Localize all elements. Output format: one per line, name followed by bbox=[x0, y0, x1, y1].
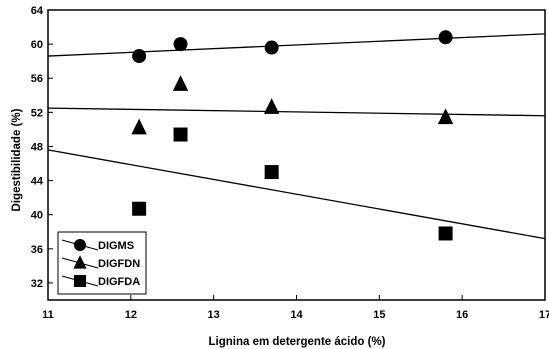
point-digfda-0 bbox=[132, 201, 147, 216]
legend: DIGMS DIGFDN DIGFDA bbox=[57, 231, 147, 295]
trend-line-digfda bbox=[47, 149, 546, 240]
point-digms-3 bbox=[438, 30, 453, 45]
legend-marker-digfdn bbox=[73, 255, 87, 269]
legend-label-digfdn: DIGFDN bbox=[98, 258, 140, 270]
legend-marker-digfda bbox=[74, 275, 86, 287]
point-digms-2 bbox=[264, 40, 279, 55]
data-markers bbox=[131, 30, 454, 241]
y-tick-label-2: 40 bbox=[31, 210, 43, 222]
legend-entries: DIGMS DIGFDN DIGFDA bbox=[61, 239, 140, 288]
point-digfda-1 bbox=[173, 127, 188, 142]
x-tick-label-1: 12 bbox=[125, 309, 137, 321]
legend-label-digms: DIGMS bbox=[98, 240, 134, 252]
x-tick-label-6: 17 bbox=[539, 309, 549, 321]
y-axis-label: Digestibilidade (%) bbox=[11, 108, 23, 211]
point-digfdn-1 bbox=[172, 75, 189, 91]
axis-ticks: 11 12 13 14 15 16 17 32 36 40 44 48 52 56 60 64 bbox=[31, 5, 549, 321]
trend-line-digfdn bbox=[47, 107, 546, 117]
y-tick-label-7: 60 bbox=[31, 39, 43, 51]
y-tick-label-5: 52 bbox=[31, 107, 43, 119]
point-digfda-3 bbox=[438, 226, 453, 241]
x-tick-label-0: 11 bbox=[42, 309, 54, 321]
y-tick-label-1: 36 bbox=[31, 244, 43, 256]
point-digfdn-0 bbox=[131, 118, 147, 135]
legend-marker-digms bbox=[74, 239, 86, 251]
point-digfdn-3 bbox=[437, 108, 454, 125]
legend-label-digfda: DIGFDA bbox=[98, 276, 140, 288]
x-axis-label: Lignina em detergente ácido (%) bbox=[209, 336, 386, 348]
x-tick-label-4: 15 bbox=[373, 309, 385, 321]
x-tick-label-3: 14 bbox=[290, 309, 303, 321]
point-digms-1 bbox=[173, 37, 188, 52]
point-digfdn-2 bbox=[263, 98, 280, 114]
trend-lines bbox=[47, 33, 546, 240]
x-tick-label-2: 13 bbox=[208, 309, 220, 321]
y-tick-label-3: 44 bbox=[31, 176, 44, 188]
y-tick-label-4: 48 bbox=[31, 141, 43, 153]
point-digms-0 bbox=[132, 49, 147, 64]
y-tick-label-6: 56 bbox=[31, 73, 43, 85]
y-tick-label-0: 32 bbox=[31, 278, 43, 290]
legend-box bbox=[57, 231, 147, 295]
trend-line-digms bbox=[47, 33, 546, 57]
x-tick-label-5: 16 bbox=[456, 309, 468, 321]
point-digfda-2 bbox=[264, 165, 279, 180]
y-tick-label-8: 64 bbox=[31, 5, 44, 17]
